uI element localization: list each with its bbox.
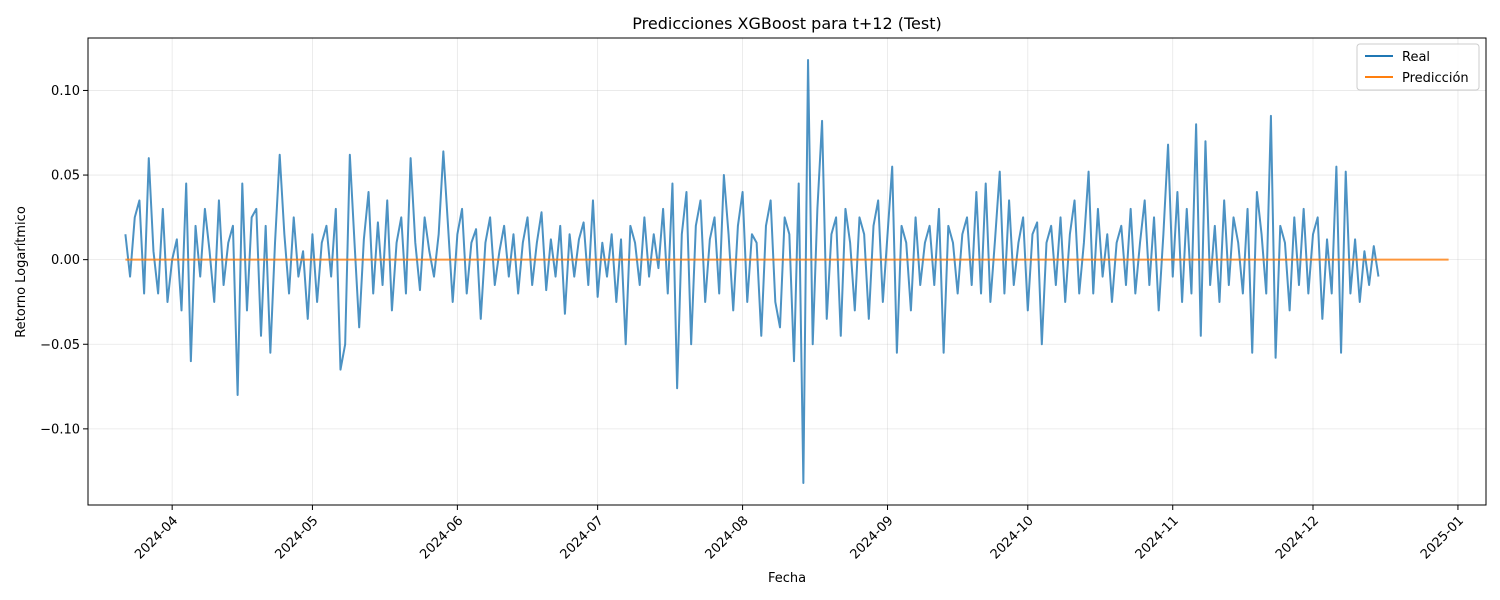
y-tick-label: 0.05 [51,169,80,184]
y-tick-label: −0.10 [40,422,80,437]
legend-label-prediccion: Predicción [1402,71,1469,86]
x-axis-label: Fecha [768,571,806,586]
y-axis-label: Retorno Logarítmico [14,206,29,338]
y-tick-label: 0.10 [51,84,80,99]
y-tick-label: −0.05 [40,338,80,353]
y-tick-label: 0.00 [51,253,80,268]
chart-title: Predicciones XGBoost para t+12 (Test) [632,14,941,33]
series-lines [124,59,1449,484]
legend-label-real: Real [1402,50,1430,65]
plot-area [88,38,1486,505]
plot-frame [87,37,1487,506]
y-axis-ticks: 0.10 0.05 0.00 −0.05 −0.10 [40,84,88,437]
legend: Real Predicción [1356,43,1480,91]
series-line-real [124,59,1380,484]
